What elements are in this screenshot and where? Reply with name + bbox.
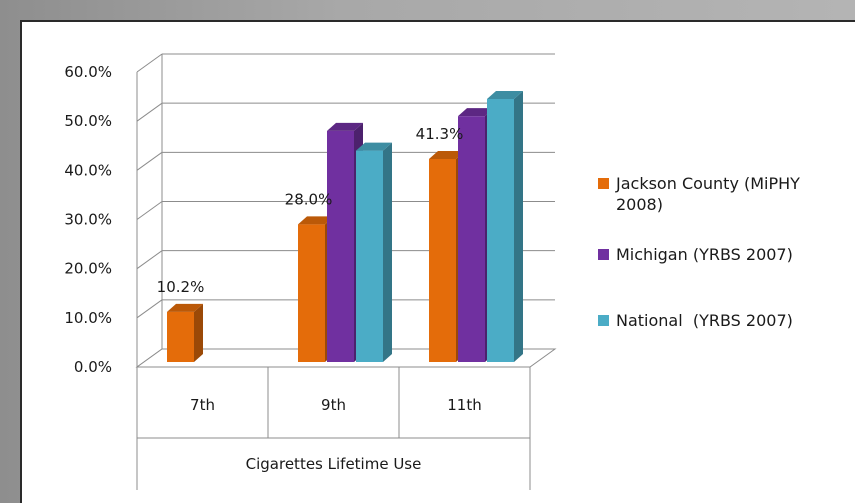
legend-swatch-national — [598, 315, 609, 326]
bar-side — [514, 90, 523, 362]
y-tick-label: 40.0% — [64, 161, 112, 179]
legend-item-jackson: Jackson County (MiPHY 2008) — [598, 173, 848, 215]
data-label: 28.0% — [285, 190, 333, 208]
legend-item-national: National (YRBS 2007) — [598, 310, 848, 331]
gridline-side — [136, 250, 163, 270]
bar-top — [356, 142, 392, 151]
gridline-side — [136, 201, 163, 220]
category-label: 9th — [321, 396, 346, 414]
gridline-side — [136, 299, 163, 319]
legend-label-michigan: Michigan (YRBS 2007) — [616, 245, 793, 264]
bar-side — [383, 142, 392, 362]
category-label: 7th — [190, 396, 215, 414]
x-axis-label: Cigarettes Lifetime Use — [246, 455, 422, 473]
bar-top — [429, 150, 465, 159]
legend-swatch-jackson — [598, 178, 609, 189]
bar — [487, 98, 514, 362]
bar — [429, 158, 456, 362]
gridline-side — [136, 102, 163, 122]
bar-top — [167, 303, 203, 312]
bar — [327, 130, 354, 362]
y-tick-label: 20.0% — [64, 260, 112, 278]
y-tick-label: 50.0% — [64, 112, 112, 130]
data-label: 41.3% — [416, 125, 464, 143]
bar-top — [298, 216, 334, 225]
y-tick-label: 60.0% — [64, 63, 112, 81]
y-tick-label: 0.0% — [74, 358, 112, 376]
bar-top — [487, 90, 523, 99]
bar — [298, 224, 325, 362]
gridline-side — [136, 53, 163, 73]
legend-item-michigan: Michigan (YRBS 2007) — [598, 244, 848, 265]
y-tick-label: 30.0% — [64, 211, 112, 229]
legend-label-jackson: Jackson County (MiPHY 2008) — [616, 174, 800, 214]
y-tick-label: 10.0% — [64, 309, 112, 327]
bar — [356, 150, 383, 362]
bar-top — [458, 108, 494, 117]
category-label: 11th — [447, 396, 481, 414]
legend-swatch-michigan — [598, 249, 609, 260]
bar — [167, 311, 194, 362]
bar-top — [327, 122, 363, 131]
data-label: 10.2% — [157, 278, 205, 296]
legend-label-national: National (YRBS 2007) — [616, 311, 793, 330]
bar — [458, 116, 485, 363]
bar-side — [194, 303, 203, 362]
gridline-side — [136, 151, 163, 171]
